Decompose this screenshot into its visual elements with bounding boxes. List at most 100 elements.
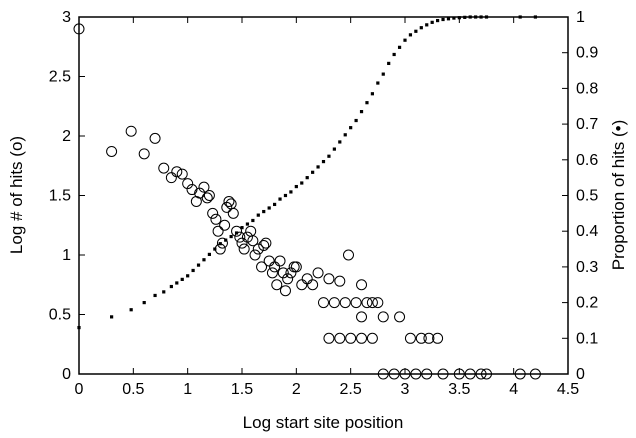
proportion-point [245, 222, 250, 226]
proportion-point [327, 154, 331, 158]
hits-point [323, 332, 335, 344]
proportion-point [479, 15, 483, 19]
hits-point [125, 125, 137, 137]
proportion-point [273, 202, 277, 207]
proportion-point [518, 15, 522, 19]
hits-point [274, 255, 286, 267]
hits-point [421, 368, 433, 380]
proportion-point [425, 23, 429, 27]
hits-point [212, 225, 224, 237]
hits-point [356, 279, 368, 291]
proportion-point [180, 277, 184, 281]
x-tick-label: 1.5 [231, 381, 253, 398]
hits-point [334, 275, 346, 287]
proportion-point [441, 17, 445, 22]
hits-point [182, 178, 194, 190]
hits-point [158, 162, 170, 174]
y-left-tick-label: 1.5 [49, 188, 71, 205]
hits-series [73, 23, 541, 380]
proportion-point [169, 284, 173, 289]
hits-point [266, 267, 278, 279]
hits-point [323, 273, 335, 285]
hits-point [279, 285, 291, 297]
y-right-tick-label: 0.1 [576, 330, 598, 347]
proportion-point [446, 17, 451, 21]
hits-point [377, 368, 389, 380]
proportion-point [376, 81, 380, 85]
hits-point [529, 368, 541, 380]
hits-point [138, 148, 150, 160]
hits-point [247, 235, 259, 247]
hits-point [252, 243, 264, 255]
hits-point [223, 195, 235, 207]
hits-point [423, 332, 435, 344]
axis-ticks: 0 0.5 1 1.5 2 2.5 3 3.5 4 4.500.511.522.5300.10.2… [49, 9, 599, 398]
hits-point [227, 207, 239, 219]
proportion-point [262, 209, 266, 214]
hits-point [334, 332, 346, 344]
proportion-point [338, 140, 342, 144]
proportion-point [207, 252, 211, 257]
proportion-point [110, 315, 114, 319]
y-right-tick-label: 0.6 [576, 152, 598, 169]
hits-point [388, 368, 400, 380]
proportion-point [240, 226, 244, 230]
proportion-point [77, 325, 81, 330]
hits-point [328, 297, 340, 309]
hits-point [366, 297, 378, 309]
y-right-tick-label: 0.9 [576, 45, 598, 62]
hits-point [372, 297, 384, 309]
hits-point [238, 243, 250, 255]
x-tick-label: 1 [183, 381, 192, 398]
hits-point [207, 207, 219, 219]
hits-point [356, 332, 368, 344]
y-left-tick-label: 1 [62, 247, 71, 264]
y-right-tick-label: 0.4 [576, 223, 598, 240]
proportion-point [397, 45, 402, 49]
hits-point [234, 231, 246, 243]
proportion-point [229, 234, 233, 239]
proportion-point [370, 92, 374, 96]
hits-point [106, 145, 118, 157]
hits-point [312, 267, 324, 279]
proportion-point [234, 231, 239, 235]
proportion-point [392, 52, 396, 57]
proportion-point [365, 101, 369, 105]
hits-point [165, 172, 177, 184]
hits-point [186, 184, 198, 196]
hits-point [282, 273, 294, 285]
y-right-tick-label: 0.8 [576, 80, 598, 97]
hits-point [356, 311, 368, 323]
y-left-tick-label: 3 [62, 9, 71, 26]
x-tick-label: 3.5 [448, 381, 470, 398]
hits-point [236, 237, 248, 249]
proportion-point [175, 281, 179, 285]
proportion-point [419, 26, 423, 30]
proportion-point [305, 176, 309, 180]
x-tick-label: 0.5 [122, 381, 144, 398]
proportion-point [468, 15, 472, 19]
hits-point [277, 267, 289, 279]
hits-point [210, 213, 222, 225]
x-tick-label: 0 [75, 381, 84, 398]
hits-point [345, 332, 357, 344]
proportion-point [294, 184, 298, 189]
proportion-point [129, 308, 133, 312]
hits-point [475, 368, 487, 380]
proportion-point [289, 190, 293, 194]
proportion-point [332, 147, 336, 151]
proportion-series [77, 15, 537, 330]
proportion-point [267, 206, 271, 210]
proportion-point [162, 290, 166, 294]
y-right-tick-label: 0.2 [576, 295, 598, 312]
hits-point [361, 297, 373, 309]
proportion-point [343, 133, 347, 137]
hits-point [285, 267, 297, 279]
proportion-point [359, 110, 364, 114]
proportion-point [533, 15, 537, 19]
proportion-point [316, 165, 320, 169]
proportion-point [387, 61, 391, 66]
hits-point [171, 166, 183, 178]
hits-point [201, 192, 213, 204]
proportion-point [300, 181, 304, 185]
